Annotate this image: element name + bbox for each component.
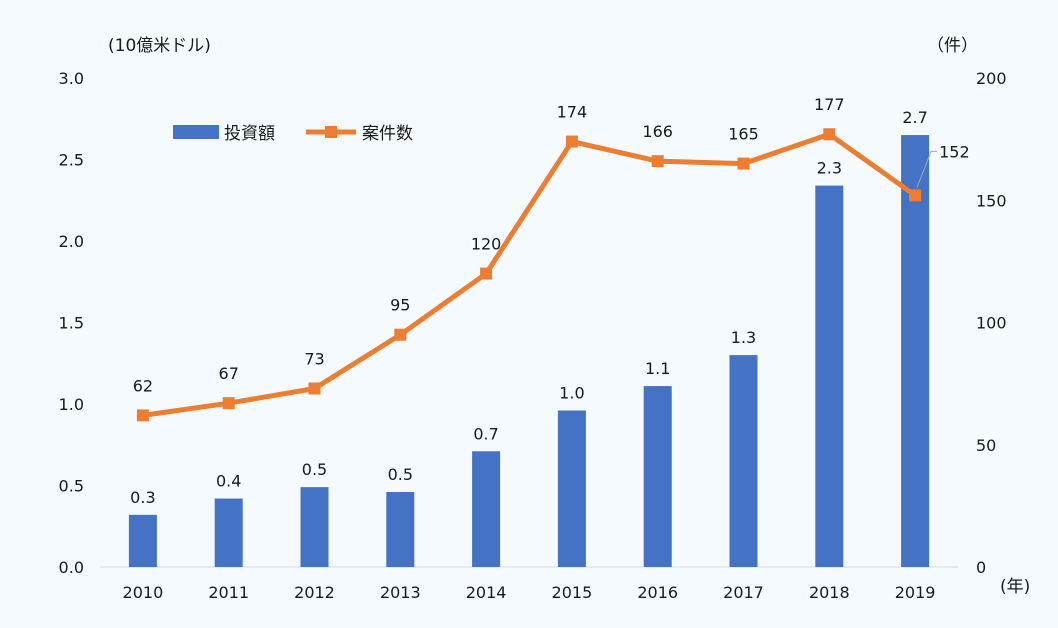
y-left-tick-label: 0.5 <box>59 477 84 496</box>
y-right-tick-label: 150 <box>976 191 1007 210</box>
x-tick-label: 2012 <box>294 583 335 602</box>
x-tick-label: 2019 <box>895 583 936 602</box>
bar <box>901 135 930 568</box>
line-marker <box>480 267 493 280</box>
line-series <box>142 131 917 418</box>
line-data-label: 73 <box>304 350 324 369</box>
legend-label-cases: 案件数 <box>362 124 413 144</box>
bar-data-label: 0.5 <box>302 460 327 479</box>
bar <box>643 386 672 567</box>
bar-data-label: 2.7 <box>902 108 927 127</box>
bar <box>815 185 844 567</box>
line-marker <box>222 397 235 410</box>
line-marker <box>136 409 149 422</box>
bar <box>729 355 758 567</box>
bar <box>386 492 415 567</box>
x-tick-label: 2015 <box>552 583 593 602</box>
y-right-tick-label: 200 <box>976 69 1007 88</box>
line-marker <box>909 189 922 202</box>
y-right-tick-label: 50 <box>976 436 996 455</box>
line-marker <box>651 155 664 168</box>
bar-data-label: 1.0 <box>559 384 584 403</box>
bar <box>128 514 157 567</box>
y-right-axis-label: （件） <box>927 36 978 56</box>
line-data-label: 62 <box>133 376 153 395</box>
line-marker <box>737 157 750 170</box>
data-label-leader <box>916 150 938 188</box>
x-tick-label: 2014 <box>466 583 507 602</box>
y-right-tick-label: 100 <box>976 314 1007 333</box>
y-right-tick-label: 0 <box>976 558 986 577</box>
y-left-tick-label: 1.5 <box>59 314 84 333</box>
legend-swatch-investment <box>173 125 219 139</box>
x-tick-label: 2011 <box>208 583 249 602</box>
bar-data-label: 0.3 <box>130 488 155 507</box>
bar-data-label: 1.1 <box>645 359 670 378</box>
y-left-tick-label: 3.0 <box>59 69 84 88</box>
y-left-tick-label: 2.0 <box>59 232 84 251</box>
line-data-label: 174 <box>557 103 588 122</box>
line-data-label: 120 <box>471 235 502 254</box>
line-data-label: 67 <box>219 364 239 383</box>
bar-data-label: 2.3 <box>817 159 842 178</box>
line-marker <box>565 135 578 148</box>
x-axis-label: (年) <box>1000 577 1030 597</box>
x-tick-label: 2018 <box>809 583 850 602</box>
x-tick-label: 2010 <box>123 583 164 602</box>
line-marker <box>394 328 407 341</box>
bar <box>214 498 243 567</box>
bar <box>472 451 501 567</box>
y-left-axis-label: (10億米ドル) <box>108 36 211 56</box>
bar-data-label: 0.7 <box>473 424 498 443</box>
x-tick-label: 2017 <box>723 583 764 602</box>
legend-marker-cases <box>325 126 337 138</box>
x-tick-label: 2016 <box>637 583 678 602</box>
line-marker <box>823 128 836 141</box>
line-data-label: 177 <box>814 95 845 114</box>
line-data-label: 95 <box>390 296 410 315</box>
y-left-tick-label: 2.5 <box>59 151 84 170</box>
bar-data-label: 1.3 <box>731 328 756 347</box>
bar-data-label: 0.5 <box>388 465 413 484</box>
x-tick-label: 2013 <box>380 583 421 602</box>
y-left-tick-label: 0.0 <box>59 558 84 577</box>
line-data-label: 166 <box>642 122 673 141</box>
bar <box>300 487 329 567</box>
bar-data-label: 0.4 <box>216 472 241 491</box>
line-data-label: 152 <box>939 142 970 161</box>
legend-label-investment: 投資額 <box>224 124 275 144</box>
line-data-label: 165 <box>728 125 759 144</box>
y-left-tick-label: 1.0 <box>59 395 84 414</box>
line-marker <box>308 382 321 395</box>
bar <box>557 410 586 567</box>
